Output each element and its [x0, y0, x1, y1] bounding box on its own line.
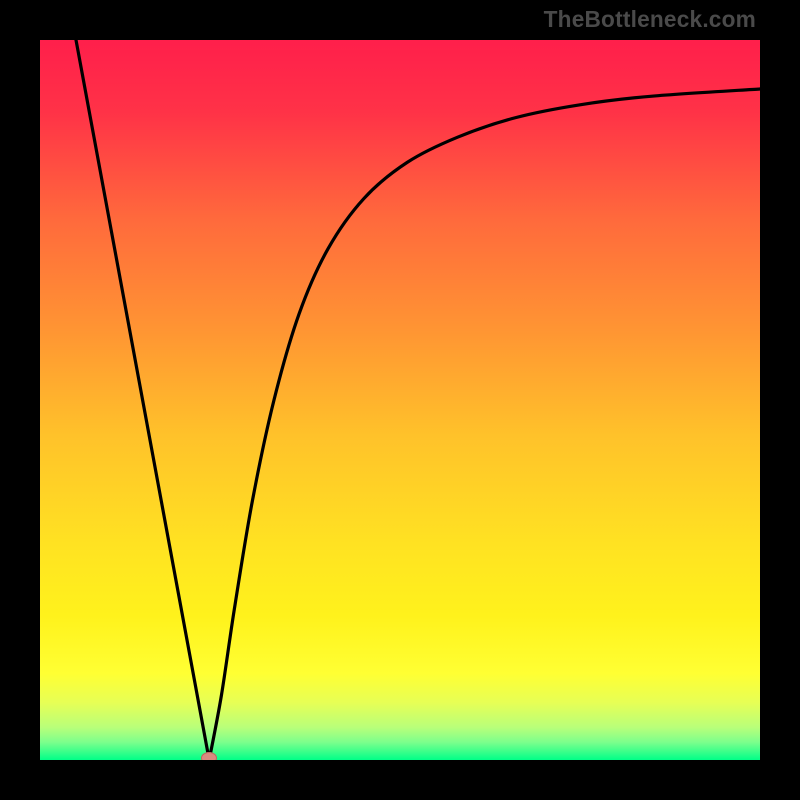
frame-border-left: [0, 0, 40, 800]
watermark-text: TheBottleneck.com: [544, 6, 756, 33]
optimum-marker: [201, 752, 217, 760]
bottleneck-curve: [40, 40, 760, 760]
frame-border-right: [760, 0, 800, 800]
chart-frame: TheBottleneck.com: [0, 0, 800, 800]
frame-border-bottom: [0, 760, 800, 800]
plot-area: [40, 40, 760, 760]
